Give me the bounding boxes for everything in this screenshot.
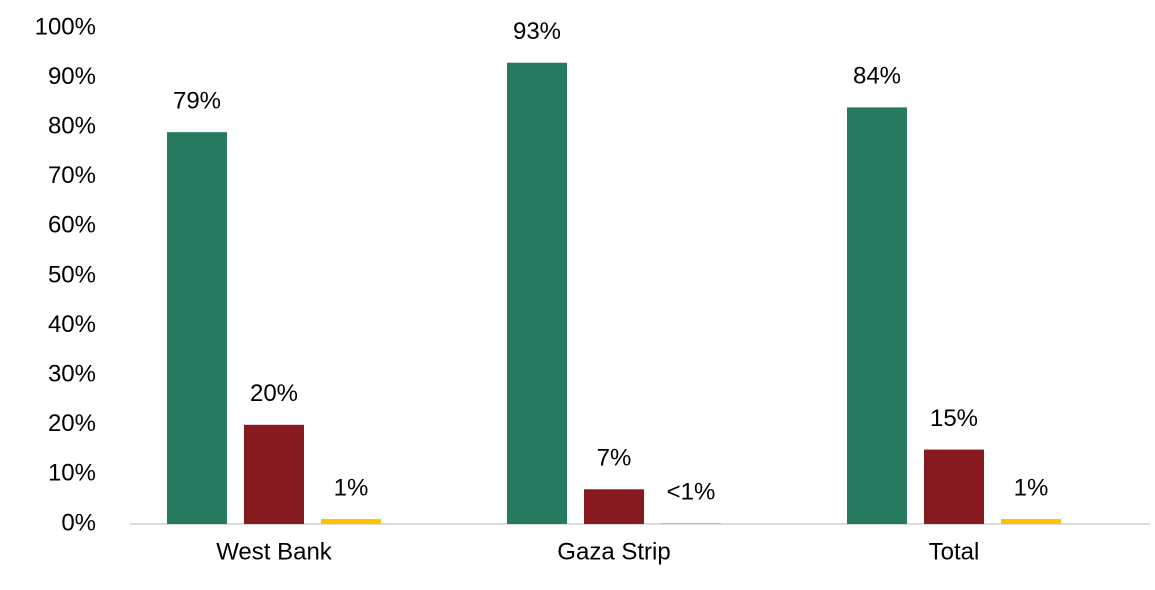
data-label: <1% <box>667 478 716 505</box>
bar <box>661 523 721 524</box>
y-tick-label: 10% <box>48 460 96 487</box>
data-label: 1% <box>334 474 369 501</box>
x-tick-label: Total <box>929 538 980 565</box>
data-label: 93% <box>513 18 561 45</box>
y-tick-label: 50% <box>48 261 96 288</box>
y-tick-label: 60% <box>48 212 96 239</box>
x-tick-label: Gaza Strip <box>557 538 670 565</box>
data-label: 1% <box>1014 474 1049 501</box>
data-label: 20% <box>250 380 298 407</box>
y-tick-label: 100% <box>35 13 96 40</box>
data-label: 15% <box>930 405 978 432</box>
bar <box>924 449 984 524</box>
y-tick-label: 90% <box>48 63 96 90</box>
bar <box>1001 519 1061 524</box>
data-label: 84% <box>853 63 901 90</box>
bar <box>244 424 304 524</box>
y-tick-label: 70% <box>48 162 96 189</box>
y-tick-label: 30% <box>48 361 96 388</box>
data-label: 79% <box>173 88 221 115</box>
y-tick-label: 0% <box>61 509 96 536</box>
bar <box>321 519 381 524</box>
bar <box>584 489 644 524</box>
y-tick-label: 40% <box>48 311 96 338</box>
y-tick-label: 80% <box>48 113 96 140</box>
y-tick-label: 20% <box>48 410 96 437</box>
bar <box>167 132 227 524</box>
bar <box>847 107 907 525</box>
data-label: 7% <box>597 445 632 472</box>
bar <box>507 62 567 524</box>
x-tick-label: West Bank <box>216 538 333 565</box>
